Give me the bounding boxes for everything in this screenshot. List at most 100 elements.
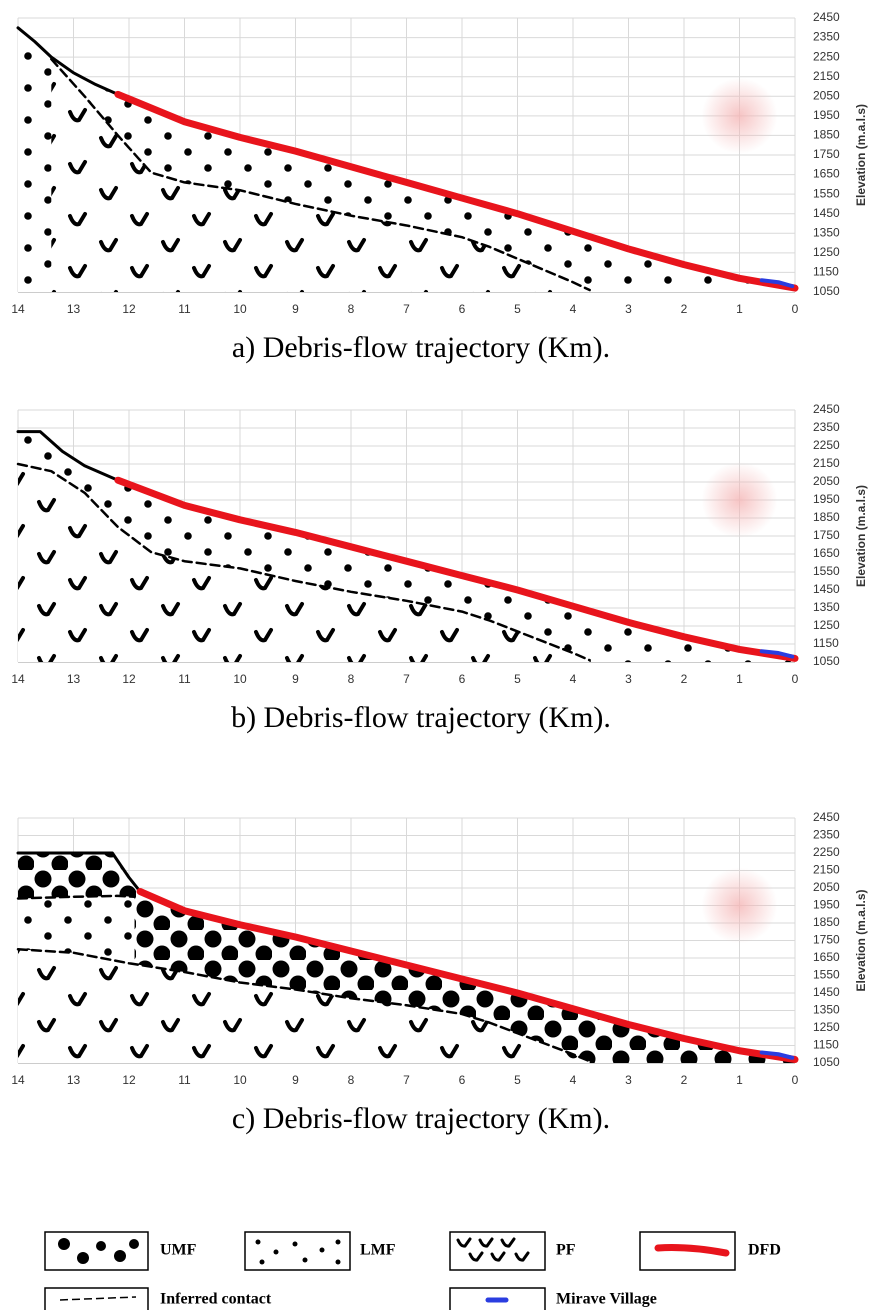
y-tick-label: 2050 — [813, 474, 840, 488]
pf-fill — [51, 59, 590, 292]
legend-box — [449, 1231, 546, 1271]
x-tick-label: 12 — [122, 672, 136, 686]
x-tick-label: 10 — [233, 302, 247, 316]
profile-line — [16, 851, 142, 893]
x-tick-label: 4 — [570, 302, 577, 316]
lmf-symbol — [255, 1239, 341, 1265]
pf-fill — [18, 464, 590, 662]
legend-box — [44, 1231, 149, 1271]
x-tick-label: 0 — [792, 1073, 799, 1087]
x-tick-label: 5 — [514, 302, 521, 316]
x-tick-label: 9 — [292, 302, 299, 316]
y-tick-label: 2150 — [813, 456, 840, 470]
legend-box — [244, 1231, 351, 1271]
x-tick-label: 9 — [292, 672, 299, 686]
y-tick-label: 1450 — [813, 985, 840, 999]
x-tick-label: 3 — [625, 302, 632, 316]
y-tick-label: 1650 — [813, 167, 840, 181]
legend-label: Inferred contact — [160, 1291, 272, 1308]
y-tick-label: 1550 — [813, 564, 840, 578]
profile-line — [114, 90, 799, 292]
x-tick-label: 3 — [625, 1073, 632, 1087]
y-tick-label: 2350 — [813, 420, 840, 434]
y-tick-label: 1150 — [813, 1038, 839, 1052]
y-tick-label: 2350 — [813, 30, 840, 44]
y-tick-label: 1150 — [813, 636, 839, 650]
legend-label: DFD — [748, 1242, 781, 1259]
caption: b) Debris-flow trajectory (Km). — [231, 701, 611, 734]
y-axis-label: Elevation (m.a.l.s) — [854, 104, 868, 206]
x-tick-label: 11 — [178, 672, 191, 686]
y-tick-label: 1550 — [813, 968, 840, 982]
contact-line — [16, 462, 591, 662]
x-tick-label: 11 — [178, 302, 191, 316]
x-tick-label: 7 — [403, 1073, 410, 1087]
decoration — [701, 462, 778, 538]
x-tick-label: 8 — [348, 1073, 355, 1087]
y-tick-label: 1650 — [813, 546, 840, 560]
contact-line — [50, 57, 591, 292]
y-tick-label: 1650 — [813, 950, 840, 964]
legend-label: PF — [556, 1242, 576, 1259]
x-tick-label: 5 — [514, 1073, 521, 1087]
x-tick-label: 6 — [459, 1073, 466, 1087]
x-tick-label: 10 — [233, 672, 247, 686]
profile-line — [136, 888, 799, 1063]
dfd-symbol — [654, 1244, 730, 1257]
y-tick-label: 1050 — [813, 1055, 840, 1069]
x-tick-label: 1 — [736, 672, 743, 686]
contact-symbol — [59, 1296, 137, 1301]
y-tick-label: 2150 — [813, 863, 840, 877]
y-tick-label: 1950 — [813, 898, 840, 912]
x-tick-label: 10 — [233, 1073, 247, 1087]
y-tick-label: 1750 — [813, 933, 840, 947]
x-tick-label: 8 — [348, 302, 355, 316]
plots: 14 13 12 11 10 9 8 7 6 5 4 3 2 1 010501150125013501450… — [11, 10, 868, 1135]
x-tick-label: 7 — [403, 672, 410, 686]
y-tick-label: 2450 — [813, 402, 840, 416]
x-tick-label: 13 — [67, 1073, 81, 1087]
x-tick-label: 6 — [459, 302, 466, 316]
x-tick-label: 2 — [681, 302, 688, 316]
y-tick-label: 2050 — [813, 88, 840, 102]
umf-symbol — [58, 1238, 139, 1264]
x-tick-label: 8 — [348, 672, 355, 686]
y-tick-label: 1350 — [813, 600, 840, 614]
caption: c) Debris-flow trajectory (Km). — [232, 1102, 610, 1135]
x-tick-label: 2 — [681, 672, 688, 686]
legend-label: UMF — [160, 1242, 197, 1259]
y-tick-label: 2250 — [813, 49, 840, 63]
x-tick-label: 9 — [292, 1073, 299, 1087]
panel: 14 13 12 11 10 9 8 7 6 5 4 3 2 1 010501150125013501450… — [11, 10, 868, 364]
x-tick-label: 14 — [11, 1073, 25, 1087]
y-tick-label: 1450 — [813, 582, 840, 596]
y-tick-label: 1750 — [813, 147, 840, 161]
profile-line — [759, 649, 795, 659]
x-tick-label: 1 — [736, 302, 743, 316]
profile-line — [759, 1050, 795, 1060]
y-tick-label: 1950 — [813, 108, 840, 122]
x-tick-label: 11 — [178, 1073, 191, 1087]
y-tick-label: 1850 — [813, 128, 840, 142]
y-tick-label: 1250 — [813, 1020, 840, 1034]
y-tick-label: 1550 — [813, 186, 840, 200]
x-tick-label: 7 — [403, 302, 410, 316]
y-tick-label: 1150 — [813, 265, 839, 279]
y-tick-label: 1950 — [813, 492, 840, 506]
pf-symbol — [456, 1237, 530, 1262]
y-axis-label: Elevation (m.a.l.s) — [854, 889, 868, 991]
x-tick-label: 2 — [681, 1073, 688, 1087]
x-tick-label: 6 — [459, 672, 466, 686]
y-tick-label: 2450 — [813, 810, 840, 824]
y-tick-label: 2050 — [813, 880, 840, 894]
x-tick-label: 13 — [67, 672, 81, 686]
y-tick-label: 1050 — [813, 654, 840, 668]
x-tick-label: 5 — [514, 672, 521, 686]
y-tick-label: 2250 — [813, 845, 840, 859]
y-tick-label: 1350 — [813, 225, 840, 239]
x-tick-label: 14 — [11, 302, 25, 316]
contact-line — [16, 894, 136, 900]
legend-label: Mirave Village — [556, 1291, 657, 1308]
pf-fill — [18, 949, 590, 1063]
